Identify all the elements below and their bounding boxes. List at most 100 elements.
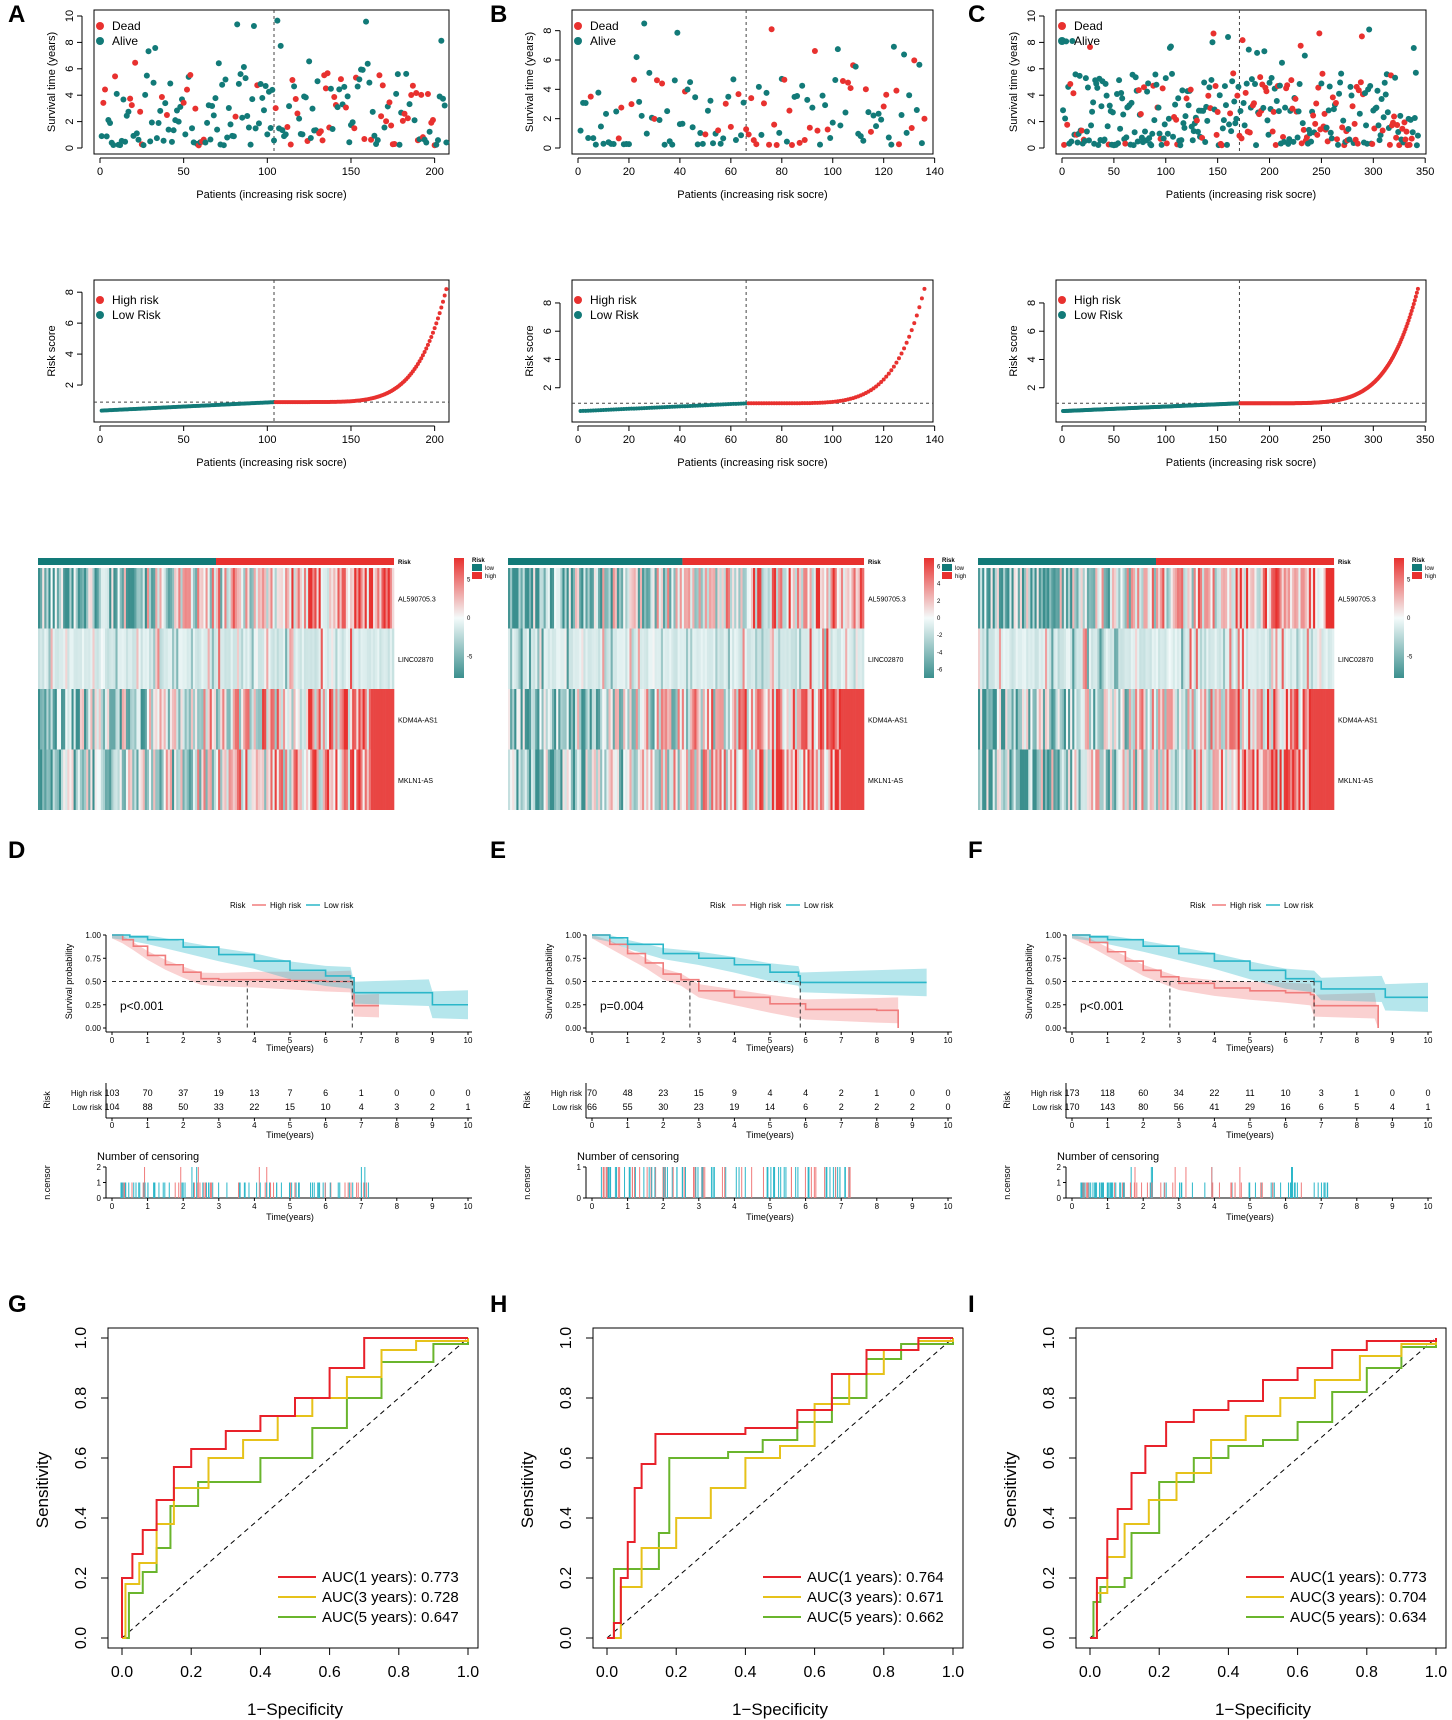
heatmap-cell <box>1325 628 1329 689</box>
heatmap-cell <box>1099 568 1102 629</box>
heatmap-cell <box>1124 689 1127 750</box>
risk-legend-high-swatch <box>472 572 482 579</box>
heatmap-cell <box>700 628 704 689</box>
heatmap-cell <box>794 628 798 689</box>
heatmap-cell <box>1208 628 1211 689</box>
heatmap-cell <box>1160 628 1163 689</box>
heatmap-cell <box>1082 749 1086 810</box>
risk-point <box>909 328 914 333</box>
heatmap-cell <box>1095 628 1098 689</box>
heatmap-cell <box>709 689 712 750</box>
risk-point <box>442 293 447 298</box>
heatmap-cell <box>650 628 653 689</box>
data-point <box>1223 141 1230 148</box>
heatmap-row-label: KDM4A-AS1 <box>398 717 438 724</box>
data-point <box>403 70 410 77</box>
heatmap-cell <box>1227 568 1230 629</box>
y-tick-label: 0 <box>542 145 554 151</box>
heatmap-cell <box>853 628 856 689</box>
heatmap-cell <box>283 568 286 629</box>
heatmap-cell <box>1007 749 1010 810</box>
heatmap-cell <box>721 749 724 810</box>
heatmap-cell <box>1088 749 1092 810</box>
heatmap-cell <box>1034 749 1037 810</box>
data-point <box>1106 102 1113 109</box>
heatmap-cell <box>627 628 630 689</box>
heatmap-cell <box>1103 749 1107 810</box>
x-tick-label: 0.2 <box>665 1664 687 1681</box>
heatmap-cell <box>1241 689 1245 750</box>
heatmap-cell <box>616 568 620 629</box>
y-tick-label: 6 <box>64 320 76 326</box>
heatmap-cell <box>1045 749 1048 810</box>
heatmap-cell <box>604 628 607 689</box>
data-point <box>1162 75 1169 82</box>
heatmap-cell <box>354 749 357 810</box>
heatmap-cell <box>1078 628 1081 689</box>
data-point <box>331 93 338 100</box>
heatmap-cell <box>1107 749 1111 810</box>
x-tick-label: 6 <box>1283 1036 1288 1045</box>
heatmap-cell <box>660 568 664 629</box>
data-point <box>336 86 343 93</box>
data-point <box>1346 136 1353 143</box>
heatmap-cell <box>1126 628 1130 689</box>
data-point <box>867 128 874 135</box>
y-axis-title: Survival time (years) <box>1008 32 1020 132</box>
heatmap-cell <box>1019 689 1023 750</box>
x-tick-label: 6 <box>323 1202 328 1211</box>
heatmap-cell <box>654 749 657 810</box>
heatmap-cell <box>1277 628 1280 689</box>
heatmap-cell <box>138 628 141 689</box>
heatmap-cell <box>537 749 540 810</box>
data-point <box>1394 122 1401 129</box>
x-tick-label: 2 <box>1141 1202 1146 1211</box>
data-point <box>671 77 678 84</box>
heatmap-cell <box>631 628 634 689</box>
data-point <box>1231 98 1238 105</box>
data-point <box>1213 131 1220 138</box>
heatmap-cell <box>1218 628 1222 689</box>
data-point <box>434 137 441 144</box>
heatmap-cell <box>784 628 787 689</box>
heatmap-cell <box>1256 628 1259 689</box>
heatmap-cell <box>1086 568 1090 629</box>
heatmap-cell <box>845 568 848 629</box>
heatmap-cell <box>251 628 254 689</box>
heatmap-cell <box>1185 749 1188 810</box>
heatmap-cell <box>146 628 150 689</box>
heatmap-cell <box>216 689 219 750</box>
data-point <box>368 136 375 143</box>
heatmap-cell <box>167 689 171 750</box>
data-point <box>202 139 209 146</box>
heatmap-cell <box>306 689 309 750</box>
heatmap-cell <box>1015 628 1019 689</box>
heatmap-cell <box>182 689 185 750</box>
heatmap-cell <box>335 568 338 629</box>
heatmap-cell <box>1156 749 1159 810</box>
heatmap-cell <box>1204 749 1207 810</box>
heatmap-cell <box>207 628 211 689</box>
heatmap-cell <box>71 689 74 750</box>
table-value: 0 <box>394 1088 399 1098</box>
data-point <box>212 95 219 102</box>
table-value: 88 <box>143 1102 153 1112</box>
heatmap-cell <box>1179 628 1182 689</box>
heatmap-cell <box>776 568 779 629</box>
data-point <box>710 140 717 147</box>
heatmap-cell <box>1070 628 1073 689</box>
data-point <box>1384 109 1391 116</box>
heatmap-cell <box>1164 628 1167 689</box>
heatmap-cell <box>570 749 574 810</box>
heatmap-cell <box>1116 689 1119 750</box>
data-point <box>112 73 119 80</box>
heatmap-cell <box>1024 628 1027 689</box>
heatmap-cell <box>324 689 328 750</box>
heatmap-cell <box>1068 628 1071 689</box>
heatmap-cell <box>799 628 802 689</box>
heatmap-cell <box>541 749 544 810</box>
heatmap-cell <box>1229 628 1232 689</box>
data-point <box>426 128 433 135</box>
heatmap-cell <box>102 689 106 750</box>
data-point <box>207 136 214 143</box>
